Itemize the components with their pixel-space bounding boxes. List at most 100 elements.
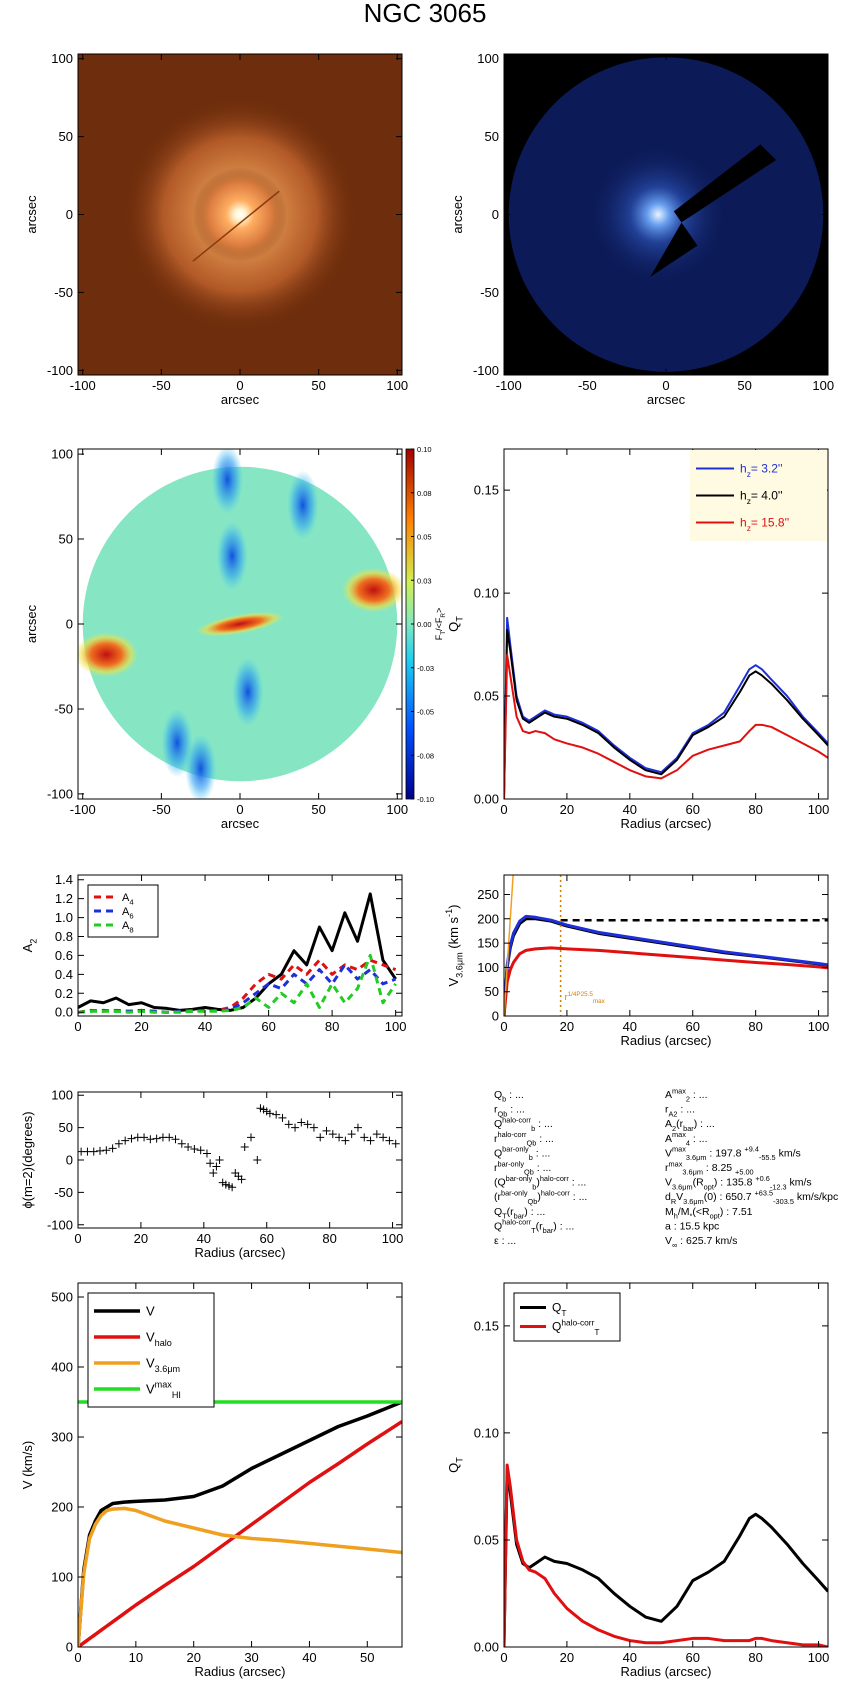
- y-tick-label: 0.00: [474, 1640, 499, 1655]
- x-tick-label: 0: [500, 1019, 507, 1034]
- y-axis-label: arcsec: [24, 604, 39, 643]
- x-axis-label: arcsec: [647, 392, 686, 407]
- legend-label: VmaxHI: [146, 1380, 181, 1400]
- vline-label-part: max: [593, 998, 606, 1005]
- legend-label: Vhalo: [146, 1330, 172, 1349]
- series-line: [78, 953, 397, 1014]
- legend-label: hz= 15.8'': [740, 516, 789, 533]
- parameter-line: Qbar-onlyb : ...: [494, 1145, 550, 1162]
- x-tick-label: 30: [244, 1650, 258, 1665]
- colorbar-tick-label: -0.03: [417, 664, 434, 673]
- y-tick-label: 1.2: [55, 891, 73, 906]
- x-tick-label: 50: [360, 1650, 374, 1665]
- point: [89, 1147, 98, 1156]
- y-axis-label-part: Q: [446, 622, 461, 632]
- y-tick-label: -100: [47, 1217, 73, 1232]
- point: [206, 1159, 215, 1168]
- legend-label: A4: [122, 892, 134, 907]
- parameter-line-part: ) : 135.8: [714, 1177, 755, 1189]
- plot-area: [504, 875, 828, 1016]
- point: [278, 1113, 287, 1122]
- legend-label-part: h: [740, 462, 747, 476]
- residual-center: [587, 143, 729, 286]
- parameter-line-part: h: [674, 1211, 678, 1220]
- plot-area: [504, 1463, 828, 1647]
- legend-label-part: V: [146, 1382, 155, 1397]
- y-tick-label: 1.4: [55, 872, 73, 887]
- y-tick-label: 100: [51, 1088, 73, 1103]
- point: [297, 1118, 306, 1127]
- point: [140, 1133, 149, 1142]
- parameter-line-part: : ...: [534, 1162, 552, 1174]
- parameter-line-part: : ...: [690, 1089, 708, 1101]
- legend-label-part: 8: [129, 926, 133, 935]
- x-tick-label: 0: [74, 1019, 81, 1034]
- legend-label-part: = 15.8'': [751, 516, 789, 530]
- parameter-line-part: -12.3: [770, 1182, 787, 1191]
- legend-label-part: V: [146, 1330, 155, 1345]
- parameter-line-part: A: [665, 1089, 672, 1101]
- parameter-line-part: A: [665, 1118, 672, 1130]
- parameter-line-part: ε : ...: [494, 1235, 516, 1247]
- plot-area: [78, 1104, 400, 1192]
- parameter-line-part: : ...: [533, 1147, 551, 1159]
- parameter-line-part: (0) : 650.7: [704, 1191, 755, 1203]
- parameter-line-part: km/s/kpc: [794, 1191, 838, 1203]
- x-tick-label: 60: [260, 1231, 274, 1246]
- parameter-line-part: +0.6: [755, 1174, 770, 1183]
- x-tick-label: 20: [560, 1019, 574, 1034]
- parameter-line-part: : ...: [535, 1118, 553, 1130]
- legend-label: QT: [552, 1301, 566, 1318]
- point: [121, 1136, 130, 1145]
- y-tick-label: 0.00: [474, 792, 499, 807]
- x-tick-label: 80: [748, 802, 762, 817]
- parameter-line: A2(rbar) : ...: [665, 1118, 715, 1133]
- parameter-line-part: M: [665, 1206, 674, 1218]
- y-axis-label: arcsec: [450, 195, 465, 234]
- y-tick-label: -50: [54, 1185, 73, 1200]
- x-tick-label: 0: [74, 1231, 81, 1246]
- y-axis-label: A2: [20, 939, 39, 953]
- colorbar-tick-label: -0.05: [417, 708, 434, 717]
- torque-min: [232, 657, 264, 727]
- x-tick-label: 100: [812, 378, 834, 393]
- legend-label: A8: [122, 920, 134, 935]
- parameter-line-part: halo-corr: [502, 1115, 532, 1124]
- x-tick-label: 100: [808, 1019, 830, 1034]
- parameter-line-part: r: [494, 1162, 498, 1174]
- parameter-line: rQb : ...: [494, 1104, 525, 1119]
- parameter-line: V∞ : 625.7 km/s: [665, 1235, 737, 1250]
- plot-frame: [503, 448, 829, 800]
- parameter-line-part: +5.00: [735, 1168, 754, 1177]
- series-line: [78, 1506, 402, 1647]
- x-tick-label: 20: [134, 1231, 148, 1246]
- parameter-line-part: 3.6μm: [686, 1153, 707, 1162]
- point: [379, 1133, 388, 1142]
- parameter-line-part: : 8.25: [703, 1162, 735, 1174]
- x-tick-label: 100: [382, 1231, 404, 1246]
- x-tick-label: 100: [808, 1650, 830, 1665]
- y-tick-label: -50: [54, 701, 73, 716]
- series-line: [78, 1420, 402, 1647]
- parameter-line-part: : 197.8: [706, 1147, 744, 1159]
- x-tick-label: 20: [560, 802, 574, 817]
- series-line: [504, 1469, 828, 1647]
- plot-frame: [77, 1282, 403, 1648]
- point: [114, 1139, 123, 1148]
- parameter-line-part: 3.6μm: [682, 1168, 703, 1177]
- colorbar-tick-label: 0.05: [417, 533, 432, 542]
- y-axis-label-part: ): [446, 905, 461, 909]
- x-axis-label: arcsec: [221, 392, 260, 407]
- point: [353, 1123, 362, 1132]
- x-tick-label: -50: [152, 378, 171, 393]
- torque-max: [342, 568, 402, 613]
- parameter-line-part: T: [531, 1226, 536, 1235]
- legend-label: hz= 4.0'': [740, 489, 782, 506]
- x-tick-label: 80: [748, 1650, 762, 1665]
- legend-label: V3.6μm: [146, 1356, 180, 1375]
- y-tick-label: 0: [66, 1640, 73, 1655]
- x-tick-label: 60: [686, 1650, 700, 1665]
- parameter-line-part: halo-corr: [502, 1218, 532, 1227]
- legend-label-part: = 4.0'': [751, 489, 783, 503]
- parameter-line: QT(rbar) : ...: [494, 1206, 545, 1221]
